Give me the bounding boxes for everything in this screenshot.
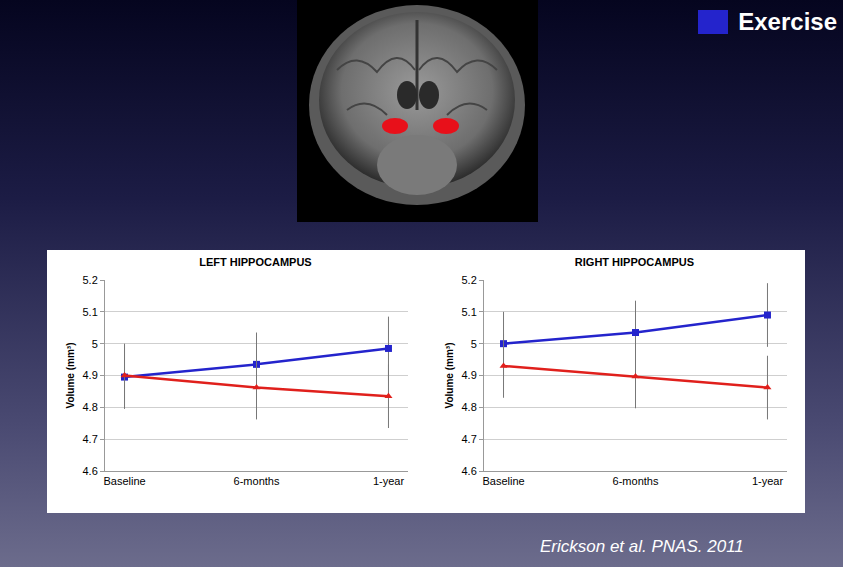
svg-text:Baseline: Baseline xyxy=(482,475,524,487)
svg-text:LEFT HIPPOCAMPUS: LEFT HIPPOCAMPUS xyxy=(199,256,311,268)
svg-text:4.8: 4.8 xyxy=(83,401,98,413)
svg-text:5.1: 5.1 xyxy=(462,306,477,318)
svg-text:4.6: 4.6 xyxy=(83,465,98,477)
svg-text:Volume (mm³): Volume (mm³) xyxy=(65,343,76,409)
svg-text:Volume (mm³): Volume (mm³) xyxy=(444,343,455,409)
svg-text:1-year: 1-year xyxy=(752,475,784,487)
svg-text:1-year: 1-year xyxy=(373,475,405,487)
svg-text:5.2: 5.2 xyxy=(83,274,98,286)
html-text:Erickson et al. PNAS. 2011: Erickson et al. PNAS. 2011 xyxy=(540,537,744,556)
svg-text:5: 5 xyxy=(471,338,477,350)
svg-text:4.9: 4.9 xyxy=(462,369,477,381)
svg-text:4.7: 4.7 xyxy=(462,433,477,445)
html-text:Exercise: Exercise xyxy=(738,8,837,35)
svg-text:5.2: 5.2 xyxy=(462,274,477,286)
svg-text:4.7: 4.7 xyxy=(83,433,98,445)
svg-text:5.1: 5.1 xyxy=(83,306,98,318)
svg-text:4.9: 4.9 xyxy=(83,369,98,381)
svg-text:6-months: 6-months xyxy=(234,475,280,487)
svg-text:6-months: 6-months xyxy=(613,475,659,487)
svg-text:4.6: 4.6 xyxy=(462,465,477,477)
svg-text:Baseline: Baseline xyxy=(103,475,145,487)
svg-text:RIGHT HIPPOCAMPUS: RIGHT HIPPOCAMPUS xyxy=(575,256,694,268)
svg-text:5: 5 xyxy=(92,338,98,350)
svg-text:4.8: 4.8 xyxy=(462,401,477,413)
